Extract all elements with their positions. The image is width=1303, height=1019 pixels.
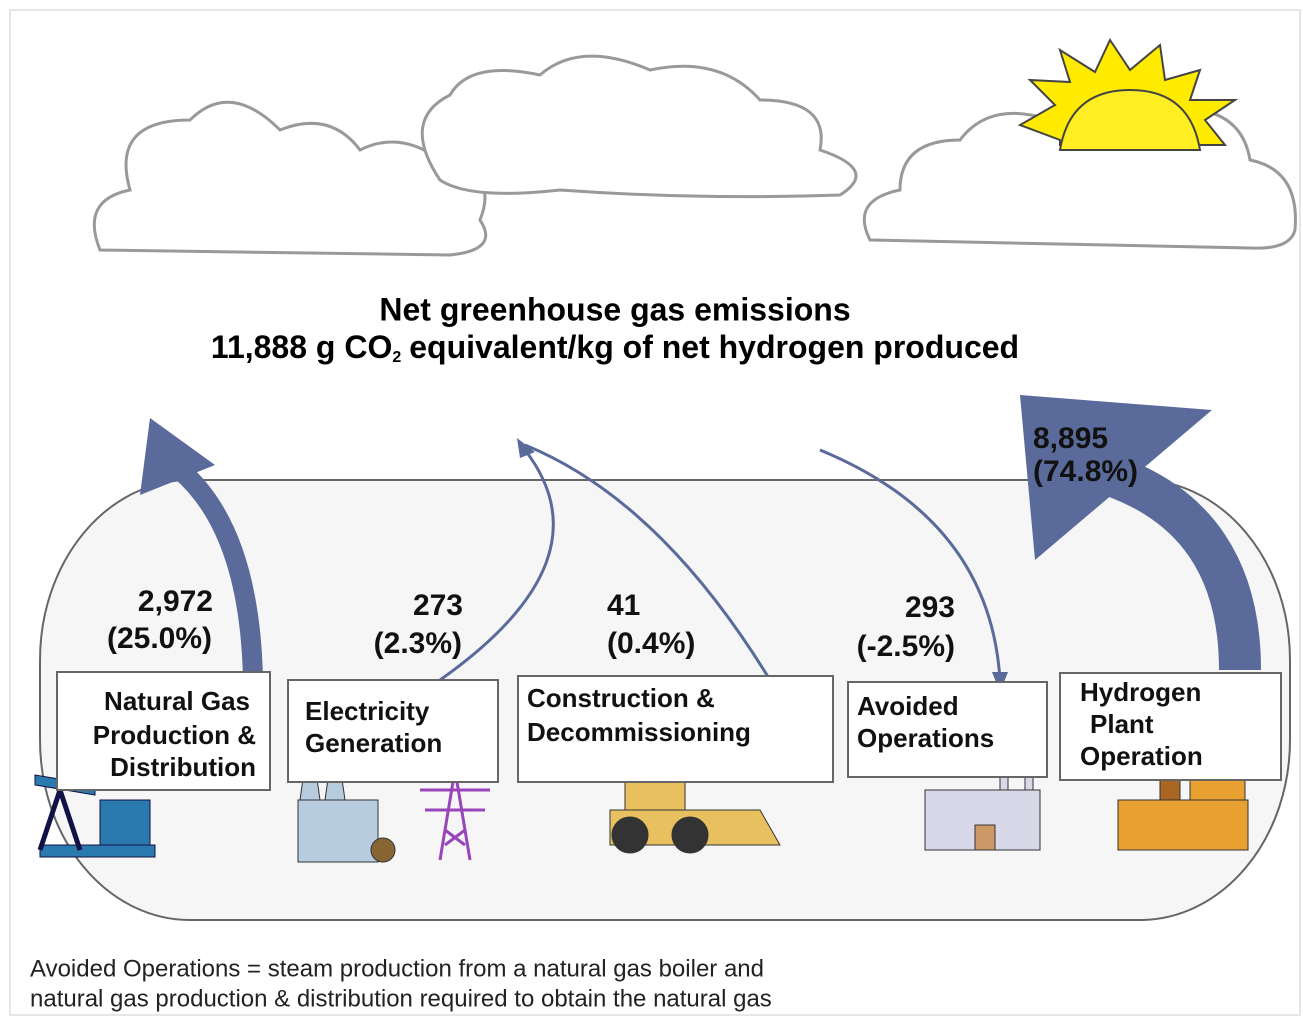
stage-value: 41 — [607, 589, 640, 622]
stage-label: Generation — [305, 728, 442, 758]
stage-label: Electricity — [305, 696, 430, 726]
stage-value: 8,895 — [1033, 422, 1108, 455]
title-line1: Net greenhouse gas emissions — [379, 291, 850, 327]
stage-label: Distribution — [110, 752, 256, 782]
subscript: 2 — [392, 349, 401, 366]
stage-percent: (2.3%) — [374, 627, 462, 660]
diagram: Net greenhouse gas emissions 11,888 g CO… — [0, 0, 1303, 1019]
title-text: 11,888 g CO — [211, 329, 392, 365]
stage-percent: (25.0%) — [107, 622, 212, 655]
stage-value: 2,972 — [138, 585, 213, 618]
stage-value: 273 — [413, 589, 463, 622]
title-line2: 11,888 g CO2 equivalent/kg of net hydroge… — [211, 329, 1019, 366]
stage-value: 293 — [905, 591, 955, 624]
stage-label: Natural Gas — [104, 686, 250, 716]
page: Net greenhouse gas emissions 11,888 g CO… — [0, 0, 1303, 1019]
stage-percent: (-2.5%) — [857, 630, 955, 663]
stage-label: Operation — [1080, 741, 1203, 771]
stage-label: Avoided — [857, 691, 959, 721]
title-text: equivalent/kg of net hydrogen produced — [409, 329, 1019, 365]
stage-label: Production & — [93, 720, 256, 750]
stage-label: Decommissioning — [527, 717, 751, 747]
stage-percent: (74.8%) — [1033, 455, 1138, 488]
footnote: natural gas production & distribution re… — [30, 985, 772, 1012]
stage-label: Plant — [1090, 709, 1154, 739]
stage-percent: (0.4%) — [607, 627, 695, 660]
footnote: Avoided Operations = steam production fr… — [30, 955, 764, 982]
stage-label: Operations — [857, 723, 994, 753]
stage-label: Hydrogen — [1080, 677, 1201, 707]
stage-label: Construction & — [527, 683, 715, 713]
